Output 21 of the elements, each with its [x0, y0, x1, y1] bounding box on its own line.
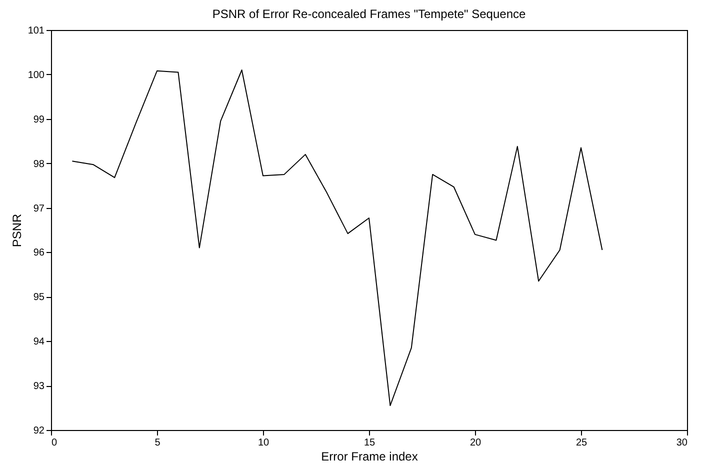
x-tick-label: 10: [258, 438, 270, 448]
y-tick-label: 99: [33, 114, 45, 126]
line-series: [72, 70, 603, 406]
y-tick-label: 93: [33, 381, 45, 392]
x-tick-label: 25: [576, 438, 588, 448]
y-tick-label: 92: [33, 426, 45, 436]
y-tick-label: 97: [33, 203, 45, 214]
y-tick-label: 101: [28, 26, 45, 36]
x-tick-label: 30: [676, 438, 688, 448]
y-tick-label: 98: [33, 158, 45, 170]
x-tick-label: 5: [154, 438, 161, 448]
x-tick-label: 15: [364, 438, 376, 448]
chart-title: PSNR of Error Re-concealed Frames "Tempete" Sequence: [212, 7, 526, 21]
y-tick-label: 95: [33, 292, 45, 304]
y-tick-label: 96: [33, 248, 45, 259]
y-tick-label: 94: [33, 336, 45, 348]
x-tick-label: 0: [52, 438, 58, 448]
x-tick-label: 20: [470, 438, 482, 448]
x-axis-title: Error Frame index: [321, 450, 418, 464]
y-tick-label: 100: [28, 70, 45, 81]
y-axis-title: PSNR: [10, 214, 24, 248]
